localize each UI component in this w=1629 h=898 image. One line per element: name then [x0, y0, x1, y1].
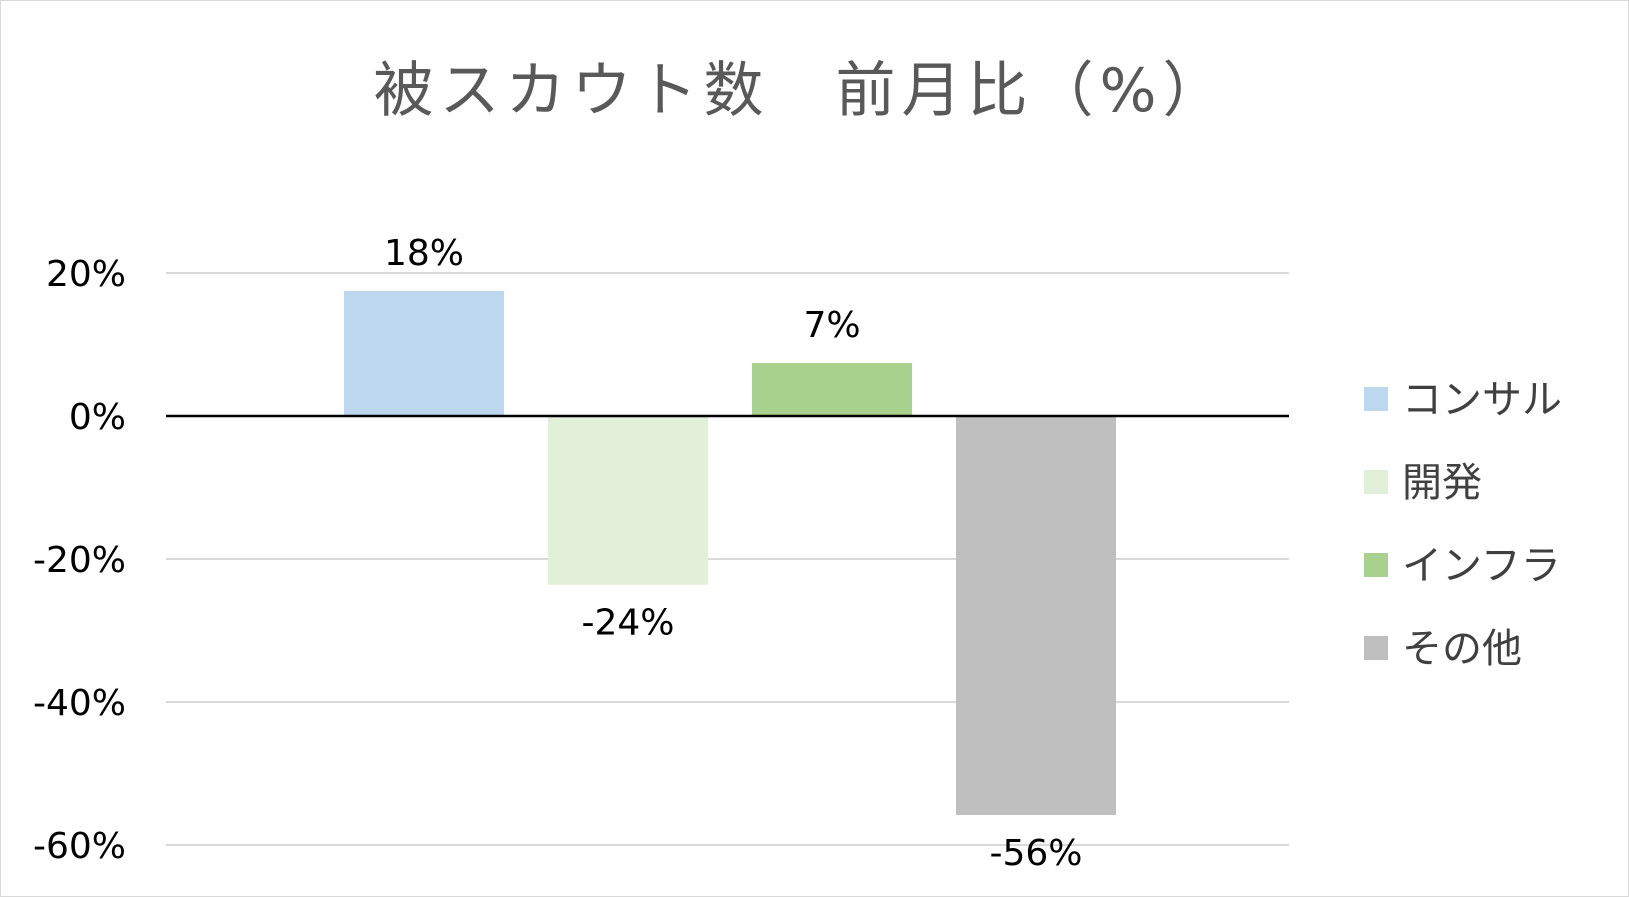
bar-2	[752, 363, 912, 416]
y-tick-label: -20%	[33, 540, 126, 581]
legend-label-1: 開発	[1402, 460, 1482, 506]
y-tick-label: -60%	[33, 826, 126, 867]
bar-0	[344, 290, 504, 416]
y-tick-label: 20%	[46, 254, 126, 295]
bar-1	[548, 416, 708, 585]
bars	[344, 290, 1116, 815]
legend-swatch-1	[1364, 470, 1388, 494]
y-axis-ticks: 20% 0% -20% -40% -60%	[33, 254, 126, 867]
data-label-1: -24%	[581, 603, 674, 644]
gridlines	[166, 272, 1289, 846]
legend-label-2: インフラ	[1402, 543, 1561, 589]
legend-label-3: その他	[1402, 626, 1522, 672]
y-tick-label: 0%	[69, 397, 126, 438]
y-tick-label: -40%	[33, 683, 126, 724]
chart-title: 被スカウト数 前月比（%）	[373, 56, 1228, 126]
data-labels: 18% -24% 7% -56%	[384, 233, 1083, 874]
bar-3	[956, 416, 1116, 815]
data-label-0: 18%	[384, 233, 464, 274]
legend-label-0: コンサル	[1402, 377, 1562, 423]
legend-swatch-3	[1364, 636, 1388, 660]
data-label-2: 7%	[803, 305, 860, 346]
legend-swatch-0	[1364, 387, 1388, 411]
data-label-3: -56%	[989, 833, 1082, 874]
legend-swatch-2	[1364, 553, 1388, 577]
